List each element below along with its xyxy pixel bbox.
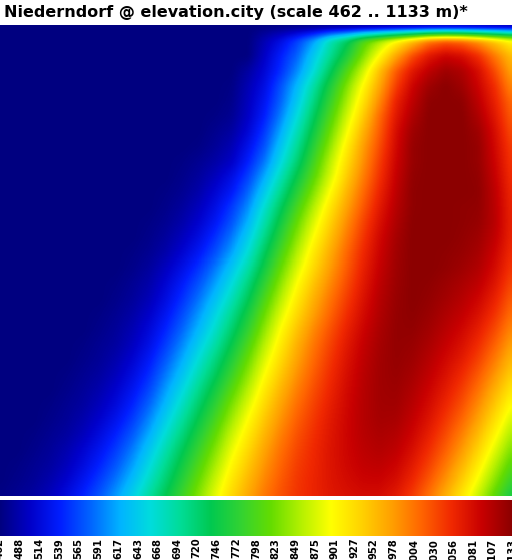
- Text: Niederndorf @ elevation.city (scale 462 .. 1133 m)*: Niederndorf @ elevation.city (scale 462 …: [4, 5, 468, 20]
